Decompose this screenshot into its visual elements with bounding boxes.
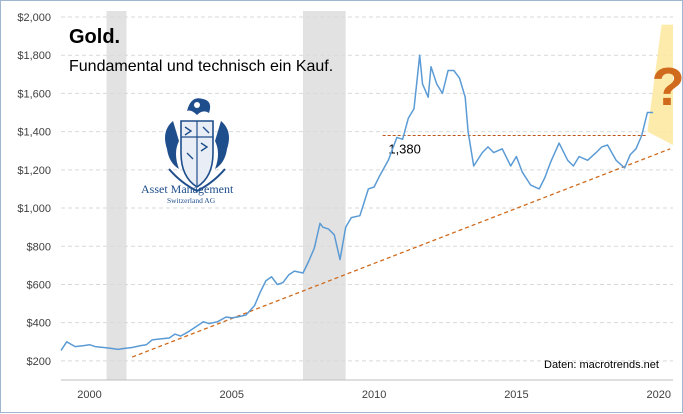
x-tick-label: 2010 xyxy=(362,389,386,401)
question-mark: ? xyxy=(652,57,683,117)
recession-band-1 xyxy=(302,11,346,380)
x-tick-label: 2015 xyxy=(504,389,528,401)
y-tick-label: $1,600 xyxy=(17,88,51,100)
chart-title: Gold. xyxy=(69,26,120,48)
logo-name: Asset Management xyxy=(141,182,234,196)
level-label: 1,380 xyxy=(388,141,421,156)
y-tick-label: $1,000 xyxy=(17,203,51,215)
y-tick-label: $800 xyxy=(27,241,51,253)
grid-lines xyxy=(61,16,673,362)
forecast-cone xyxy=(647,24,673,146)
y-tick-label: $1,800 xyxy=(17,50,51,62)
x-tick-label: 2000 xyxy=(77,389,101,401)
lion-crest-icon xyxy=(165,98,229,193)
x-tick-label: 2005 xyxy=(220,389,244,401)
company-logo: Asset Management Switzerland AG xyxy=(141,98,234,205)
y-axis-ticks: $200 $400 $600 $800 $1,000 $1,200 $1,400 $1,600… xyxy=(17,12,51,368)
x-axis-ticks: 2000 2005 2010 2015 2020 xyxy=(77,389,671,401)
chart-subtitle: Fundamental und technisch ein Kauf. xyxy=(69,58,333,75)
recession-band-0 xyxy=(106,11,127,380)
y-tick-label: $1,200 xyxy=(17,165,51,177)
trend-line xyxy=(131,148,671,358)
recession-bands xyxy=(106,11,346,380)
y-tick-label: $2,000 xyxy=(17,12,51,24)
y-tick-label: $600 xyxy=(27,279,51,291)
y-tick-label: $1,400 xyxy=(17,127,51,139)
gold-price-line xyxy=(60,54,654,351)
data-source: Daten: macrotrends.net xyxy=(544,359,659,371)
y-tick-label: $400 xyxy=(27,318,51,330)
x-tick-label: 2020 xyxy=(647,389,671,401)
y-tick-label: $200 xyxy=(27,356,51,368)
logo-subname: Switzerland AG xyxy=(167,196,216,205)
